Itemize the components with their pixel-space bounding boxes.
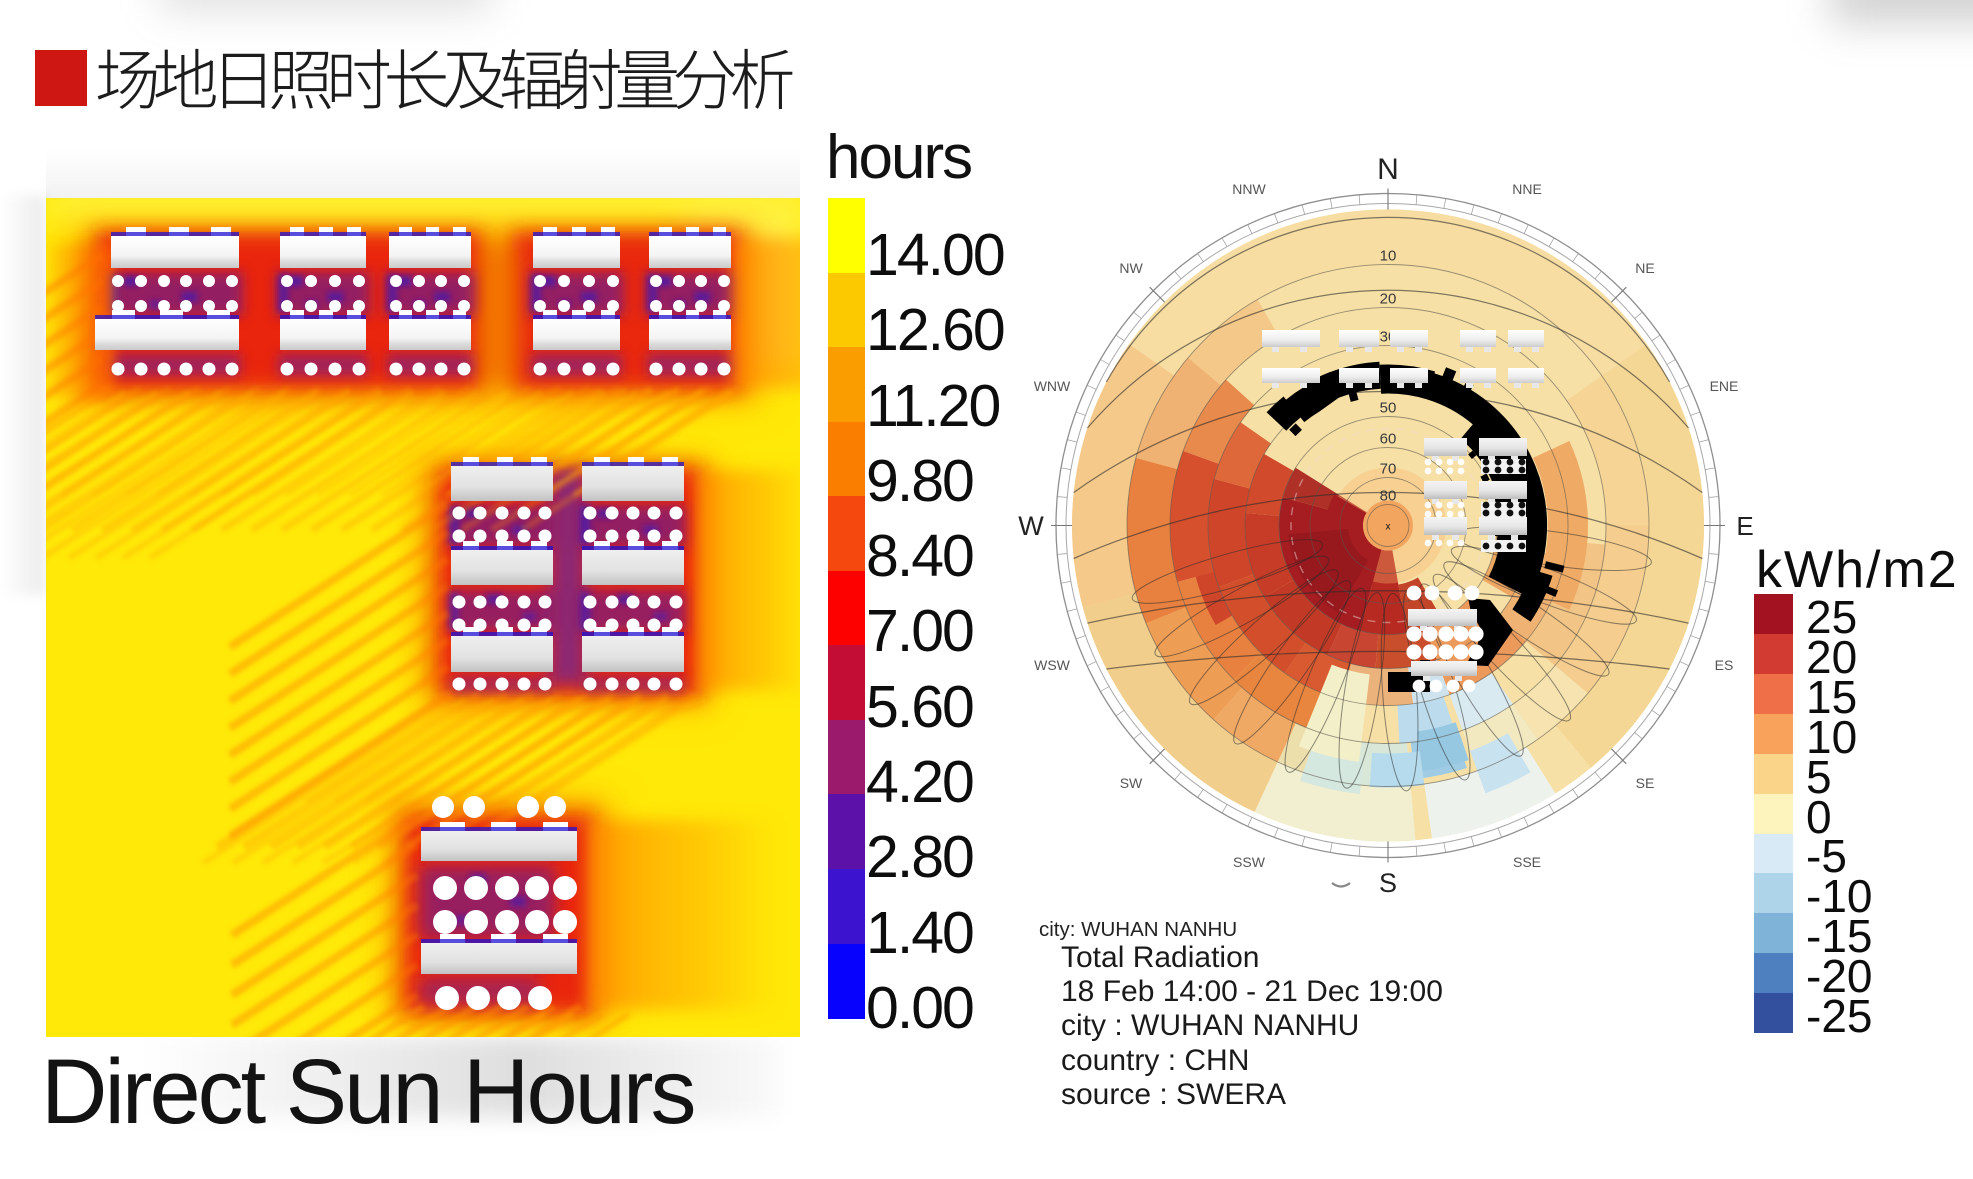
svg-text:50: 50 <box>1380 400 1397 417</box>
svg-text:ENE: ENE <box>1710 378 1739 394</box>
svg-text:70: 70 <box>1380 461 1397 478</box>
svg-text:SW: SW <box>1120 775 1143 791</box>
svg-text:SSE: SSE <box>1513 854 1541 870</box>
svg-text:80: 80 <box>1380 488 1397 505</box>
svg-text:S: S <box>1379 868 1397 898</box>
svg-text:N: N <box>1377 153 1399 186</box>
svg-text:NNW: NNW <box>1232 181 1266 197</box>
svg-text:SSW: SSW <box>1233 854 1266 870</box>
svg-text:W: W <box>1018 511 1044 541</box>
svg-text:x: x <box>1386 522 1391 533</box>
svg-text:NNE: NNE <box>1512 181 1542 197</box>
svg-text:WNW: WNW <box>1034 378 1071 394</box>
svg-text:NE: NE <box>1635 260 1654 276</box>
svg-text:SE: SE <box>1636 775 1655 791</box>
svg-text:60: 60 <box>1380 431 1397 448</box>
svg-text:20: 20 <box>1380 291 1397 308</box>
svg-text:WSW: WSW <box>1034 657 1071 673</box>
svg-text:E: E <box>1736 511 1753 541</box>
svg-text:10: 10 <box>1380 248 1397 265</box>
svg-text:NW: NW <box>1119 260 1143 276</box>
svg-text:ES: ES <box>1715 657 1734 673</box>
